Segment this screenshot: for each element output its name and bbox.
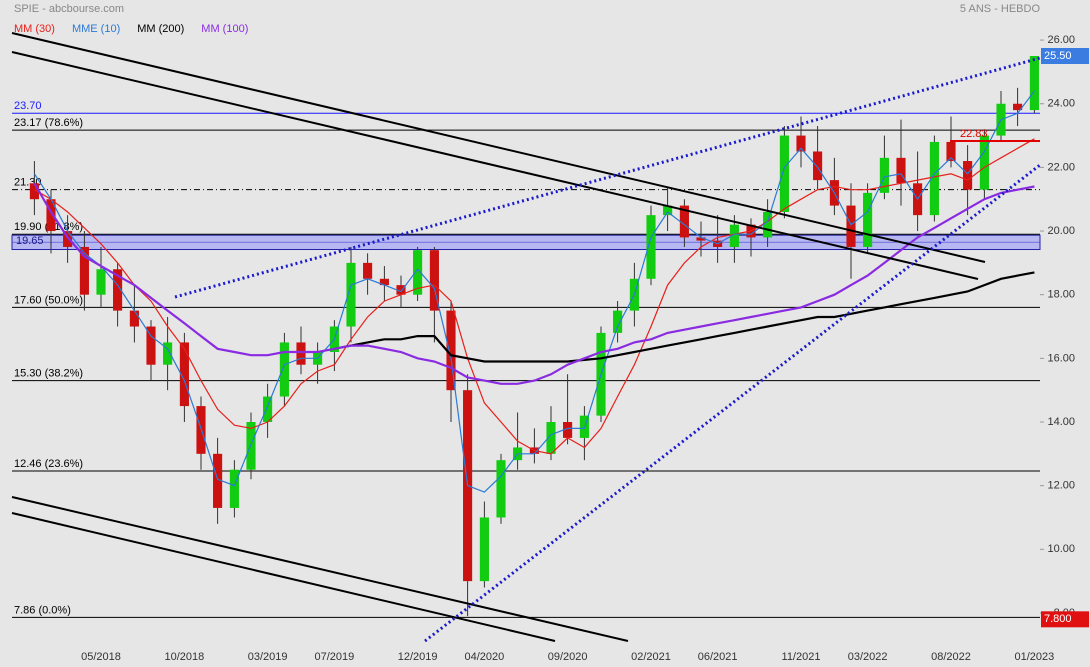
x-tick-label: 11/2021 <box>782 651 821 663</box>
level-label: 17.60 (50.0%) <box>14 294 83 306</box>
candle-body <box>113 269 123 311</box>
trend-line <box>11 512 556 642</box>
y-tick-label: 24.00 <box>1047 98 1075 110</box>
candle-body <box>229 469 239 508</box>
candle-body <box>279 342 289 397</box>
low-price-box <box>1041 611 1089 628</box>
candle-body <box>729 224 739 247</box>
trend-line <box>11 51 979 280</box>
ma-line <box>334 271 1035 363</box>
candle-body <box>29 183 39 200</box>
level-label: 7.86 (0.0%) <box>14 604 71 616</box>
candle-body <box>179 342 189 407</box>
candle-body <box>796 135 806 152</box>
y-tick-label: 22.00 <box>1047 161 1075 173</box>
candle-body <box>813 151 823 181</box>
level-label: 23.17 (78.6%) <box>14 117 83 129</box>
candle-body <box>663 205 673 216</box>
candle-body <box>263 396 273 422</box>
ma-line <box>33 182 1035 385</box>
chart-title: SPIE - abcbourse.com <box>14 3 124 15</box>
candle-body <box>879 157 889 193</box>
x-tick-label: 10/2018 <box>165 651 205 663</box>
candle-body <box>763 211 773 238</box>
level-label: 15.30 (38.2%) <box>14 368 83 380</box>
candle-body <box>379 278 389 286</box>
marker-label: 22.83 <box>960 128 988 140</box>
candle-body <box>946 141 956 162</box>
candle-body <box>396 285 406 295</box>
ma-line <box>33 90 1035 493</box>
x-tick-label: 05/2018 <box>81 651 121 663</box>
x-tick-label: 04/2020 <box>465 651 505 663</box>
candle-body <box>563 421 573 438</box>
y-tick-label: 26.00 <box>1047 34 1075 46</box>
candle-body <box>863 192 873 247</box>
candle-body <box>296 342 306 365</box>
candle-body <box>779 135 789 212</box>
chart-subtitle: 5 ANS - HEBDO <box>960 3 1041 15</box>
candle-body <box>363 262 373 279</box>
x-tick-label: 03/2022 <box>848 651 888 663</box>
candle-body <box>46 199 56 232</box>
x-tick-label: 03/2019 <box>248 651 288 663</box>
y-tick-label: 12.00 <box>1047 480 1075 492</box>
band-label: 19.65 <box>16 235 44 247</box>
legend-entry: MM (200) <box>137 23 184 35</box>
candle-body <box>479 517 489 582</box>
candle-body <box>496 460 506 518</box>
candle-body <box>446 310 456 391</box>
candle-body <box>413 250 423 295</box>
x-tick-label: 12/2019 <box>398 651 438 663</box>
y-tick-label: 14.00 <box>1047 416 1075 428</box>
x-tick-label: 09/2020 <box>548 651 588 663</box>
trend-lines <box>11 32 1041 643</box>
candle-body <box>429 250 439 311</box>
trend-line <box>11 496 629 642</box>
candle-body <box>896 157 906 184</box>
candle-body <box>696 237 706 241</box>
candle-body <box>979 135 989 190</box>
candle-body <box>646 215 656 279</box>
candle-body <box>346 262 356 327</box>
candle-body <box>679 205 689 238</box>
candle-body <box>846 205 856 247</box>
y-tick-label: 18.00 <box>1047 289 1075 301</box>
candle-body <box>1013 103 1023 111</box>
candle-body <box>163 342 173 365</box>
candle-body <box>146 326 156 365</box>
x-tick-label: 02/2021 <box>631 651 671 663</box>
level-label: 12.46 (23.6%) <box>14 458 83 470</box>
y-tick-label: 20.00 <box>1047 225 1075 237</box>
low-price-label: 7.800 <box>1044 613 1072 625</box>
candle-body <box>1029 56 1039 111</box>
level-label: 23.70 <box>14 100 42 112</box>
x-tick-label: 06/2021 <box>698 651 738 663</box>
ma-line <box>34 138 1035 455</box>
candle-body <box>963 161 973 190</box>
last-price-label: 25.50 <box>1044 50 1072 62</box>
legend-entry: MM (100) <box>201 23 248 35</box>
axis-panel <box>1040 0 1090 667</box>
y-tick-label: 10.00 <box>1047 543 1075 555</box>
candle-body <box>129 310 139 327</box>
candle-body <box>929 141 939 216</box>
candle-body <box>79 246 89 295</box>
x-tick-label: 08/2022 <box>931 651 971 663</box>
legend-entry: MM (30) <box>14 23 55 35</box>
trend-line <box>11 32 986 263</box>
y-tick-label: 16.00 <box>1047 352 1075 364</box>
candle-body <box>546 421 556 454</box>
candle-body <box>213 453 223 508</box>
candle-body <box>613 310 623 333</box>
last-price-box <box>1041 48 1089 65</box>
legend-entry: MME (10) <box>72 23 120 35</box>
candle-body <box>96 269 106 295</box>
x-tick-label: 07/2019 <box>315 651 355 663</box>
x-tick-label: 01/2023 <box>1015 651 1055 663</box>
